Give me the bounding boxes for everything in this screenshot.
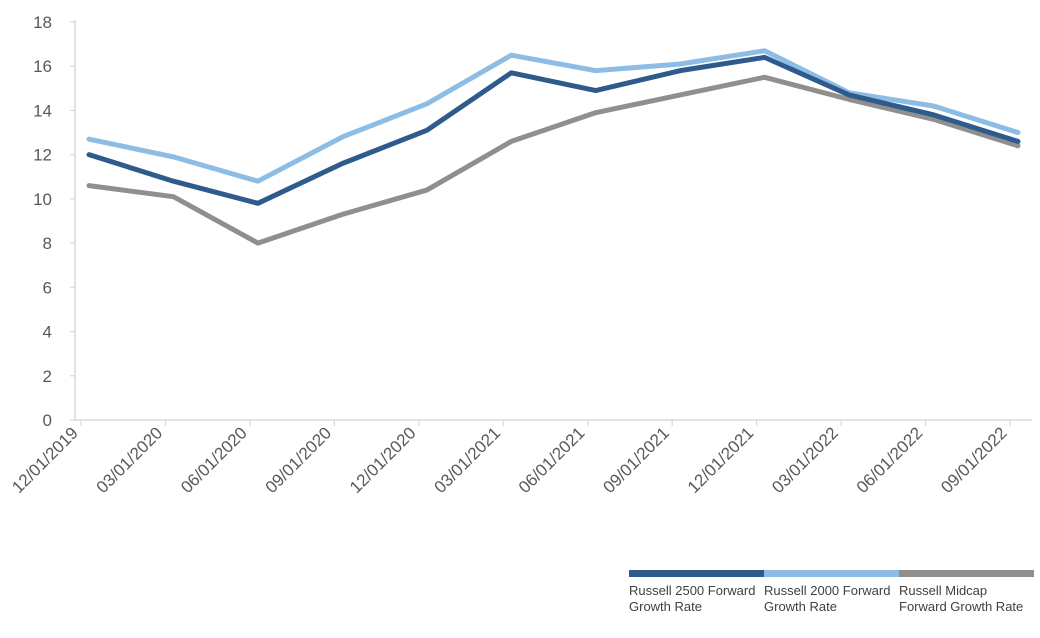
legend-swatch (629, 570, 764, 577)
x-tick-label: 03/01/2020 (93, 423, 167, 497)
legend-swatch (764, 570, 899, 577)
series-layer (86, 48, 1021, 246)
legend-label: Russell Midcap Forward Growth Rate (899, 583, 1024, 614)
legend: Russell 2500 Forward Growth Rate Russell… (629, 570, 1034, 615)
x-tick-label: 12/01/2019 (8, 423, 82, 497)
x-tick-label: 09/01/2020 (262, 423, 336, 497)
x-tick-label: 09/01/2022 (937, 423, 1011, 497)
legend-item-russell-2500: Russell 2500 Forward Growth Rate (629, 570, 764, 615)
legend-swatch (899, 570, 1034, 577)
y-tick-label: 14 (33, 101, 52, 120)
legend-label: Russell 2500 Forward Growth Rate (629, 583, 756, 614)
x-tick-label: 12/01/2020 (346, 423, 420, 497)
y-tick-label: 16 (33, 57, 52, 76)
y-axis-ticks: 0 2 4 6 8 10 12 14 16 18 (33, 13, 75, 430)
series-line-1 (86, 48, 1021, 184)
x-tick-label: 06/01/2022 (853, 423, 927, 497)
series-line-2 (86, 74, 1021, 246)
x-tick-label: 03/01/2022 (768, 423, 842, 497)
y-tick-label: 0 (43, 411, 52, 430)
y-tick-label: 6 (43, 278, 52, 297)
y-tick-label: 10 (33, 190, 52, 209)
chart-axes (74, 20, 1032, 421)
legend-item-russell-midcap: Russell Midcap Forward Growth Rate (899, 570, 1034, 615)
x-axis-ticks: 12/01/2019 03/01/2020 06/01/2020 09/01/2020… (8, 420, 1011, 497)
legend-item-russell-2000: Russell 2000 Forward Growth Rate (764, 570, 899, 615)
y-tick-label: 2 (43, 367, 52, 386)
x-tick-label: 09/01/2021 (599, 423, 673, 497)
y-tick-label: 18 (33, 13, 52, 32)
y-tick-label: 8 (43, 234, 52, 253)
x-tick-label: 06/01/2021 (515, 423, 589, 497)
x-tick-label: 06/01/2020 (177, 423, 251, 497)
x-tick-label: 12/01/2021 (684, 423, 758, 497)
series-line-0 (86, 54, 1021, 206)
legend-label: Russell 2000 Forward Growth Rate (764, 583, 891, 614)
y-tick-label: 4 (43, 323, 52, 342)
y-tick-label: 12 (33, 146, 52, 165)
x-tick-label: 03/01/2021 (430, 423, 504, 497)
